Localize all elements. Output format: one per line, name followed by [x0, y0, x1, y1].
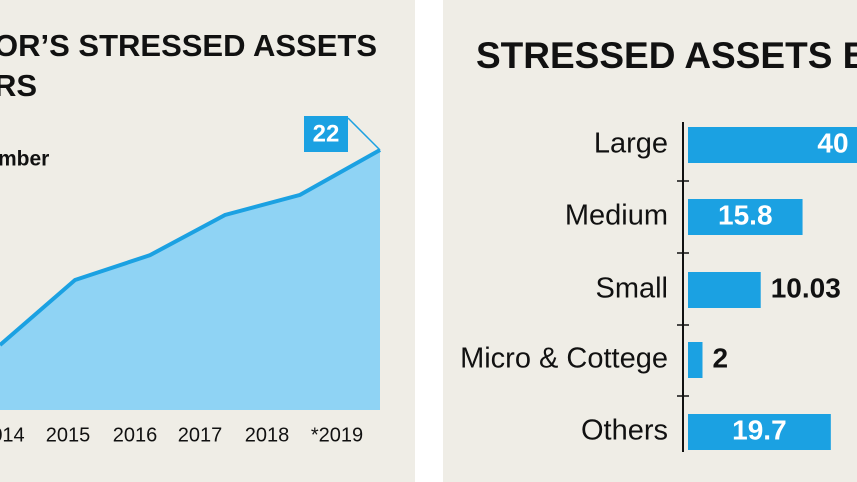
- category-label: Small: [595, 273, 668, 305]
- x-tick-label: 2018: [245, 424, 290, 446]
- x-tick-label: 2016: [113, 424, 158, 446]
- annotation-leader: [347, 117, 381, 151]
- chart-subtitle: mber: [0, 148, 49, 171]
- x-tick-label: *2019: [311, 424, 363, 446]
- area: [0, 150, 380, 410]
- bar: [688, 199, 803, 235]
- bar: [688, 342, 703, 378]
- bar: [688, 414, 831, 450]
- value-label: 15.8: [718, 199, 773, 230]
- right-panel: [443, 0, 857, 482]
- chart-title: STRESSED ASSETS BY: [476, 35, 857, 76]
- value-label: 40: [817, 127, 848, 158]
- value-label: 2: [713, 342, 729, 373]
- x-tick-label: 2017: [178, 424, 223, 446]
- category-label: Others: [581, 415, 668, 447]
- x-tick-label: 2015: [46, 424, 91, 446]
- chart-title: RS: [0, 68, 37, 103]
- chart-title: OR’S STRESSED ASSETS: [0, 28, 377, 63]
- line: [0, 148, 381, 347]
- annotation-box: [304, 116, 348, 152]
- value-label: 10.03: [771, 272, 841, 303]
- x-tick-label: 014: [0, 424, 25, 446]
- value-label: 19.7: [732, 414, 787, 445]
- category-label: Micro & Cottege: [460, 343, 668, 375]
- bar: [688, 127, 857, 163]
- annotation: 22: [313, 120, 340, 147]
- category-label: Large: [594, 128, 668, 160]
- category-label: Medium: [565, 200, 668, 232]
- bar: [688, 272, 761, 308]
